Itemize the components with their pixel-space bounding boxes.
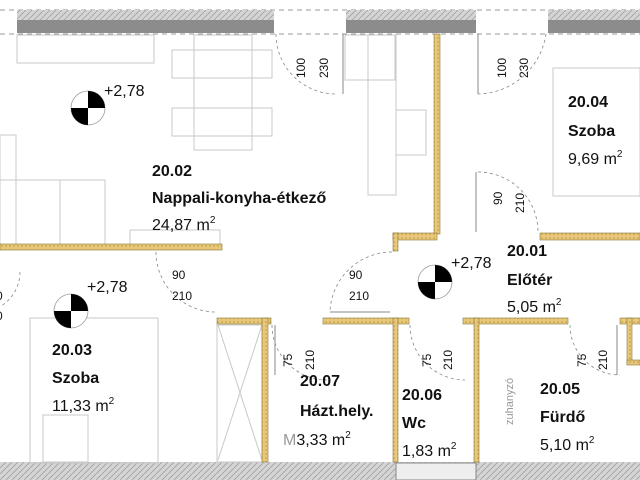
svg-text:90: 90: [349, 268, 363, 282]
svg-text:210: 210: [513, 193, 527, 213]
svg-text:20.05: 20.05: [540, 381, 580, 398]
level-label: +2,78: [87, 279, 128, 296]
furniture: [0, 34, 640, 464]
svg-text:100: 100: [495, 58, 509, 78]
svg-text:Előtér: Előtér: [507, 272, 552, 289]
svg-text:230: 230: [517, 58, 531, 78]
svg-text:5,05 m2: 5,05 m2: [507, 297, 562, 316]
svg-text:210: 210: [596, 350, 610, 370]
svg-text:0: 0: [0, 309, 3, 323]
room-20-01: 20.01 Előtér 5,05 m2: [507, 243, 562, 316]
svg-text:Fürdő: Fürdő: [540, 409, 586, 426]
svg-text:20.02: 20.02: [152, 163, 192, 180]
exterior-wall-top: [0, 9, 640, 35]
svg-text:5,10 m2: 5,10 m2: [540, 435, 595, 454]
level-marker-hall: +2,78: [417, 255, 492, 300]
shower-label: zuhanyzó: [504, 378, 516, 425]
svg-text:210: 210: [441, 350, 455, 370]
room-20-05: 20.05 Fürdő 5,10 m2: [540, 381, 595, 454]
svg-text:75: 75: [281, 353, 295, 367]
svg-text:210: 210: [172, 289, 192, 303]
svg-text:100: 100: [294, 58, 308, 78]
svg-text:20.04: 20.04: [568, 94, 608, 111]
svg-text:210: 210: [349, 289, 369, 303]
svg-text:210: 210: [303, 350, 317, 370]
svg-text:Szoba: Szoba: [568, 123, 615, 140]
svg-text:20.03: 20.03: [52, 342, 92, 359]
svg-text:75: 75: [420, 353, 434, 367]
interior-walls: [0, 33, 640, 463]
level-label: +2,78: [104, 83, 145, 100]
svg-text:9,69 m2: 9,69 m2: [568, 149, 623, 168]
level-marker-living: +2,78: [70, 83, 145, 126]
room-20-04: 20.04 Szoba 9,69 m2: [568, 94, 623, 168]
svg-text:24,87 m2: 24,87 m2: [152, 215, 216, 234]
door-swings: [0, 33, 621, 381]
door-dimensions: 100 230 100 230 90 210 90 210 90 210 0 0…: [0, 58, 610, 425]
svg-text:0: 0: [0, 289, 3, 303]
room-20-07: 20.07 Házt.hely. M3,33 m2: [283, 373, 374, 449]
svg-text:90: 90: [491, 191, 505, 205]
svg-text:M3,33 m2: M3,33 m2: [283, 430, 351, 449]
svg-text:Wc: Wc: [402, 415, 426, 432]
svg-text:75: 75: [575, 353, 589, 367]
svg-text:Szoba: Szoba: [52, 370, 99, 387]
svg-text:Házt.hely.: Házt.hely.: [300, 403, 374, 420]
svg-text:20.01: 20.01: [507, 243, 547, 260]
level-label: +2,78: [451, 255, 492, 272]
svg-text:1,83 m2: 1,83 m2: [402, 441, 457, 460]
svg-text:20.06: 20.06: [402, 387, 442, 404]
svg-text:230: 230: [317, 58, 331, 78]
level-marker-bedroom: +2,78: [53, 279, 128, 329]
room-20-03: 20.03 Szoba 11,33 m2: [52, 342, 115, 415]
room-20-02: 20.02 Nappali-konyha-étkező 24,87 m2: [152, 163, 326, 234]
svg-text:11,33 m2: 11,33 m2: [52, 396, 115, 415]
svg-text:Nappali-konyha-étkező: Nappali-konyha-étkező: [152, 190, 326, 207]
svg-text:90: 90: [172, 268, 186, 282]
svg-text:20.07: 20.07: [300, 373, 340, 390]
exterior-wall-bottom: [0, 462, 640, 480]
room-20-06: 20.06 Wc 1,83 m2: [402, 387, 457, 460]
